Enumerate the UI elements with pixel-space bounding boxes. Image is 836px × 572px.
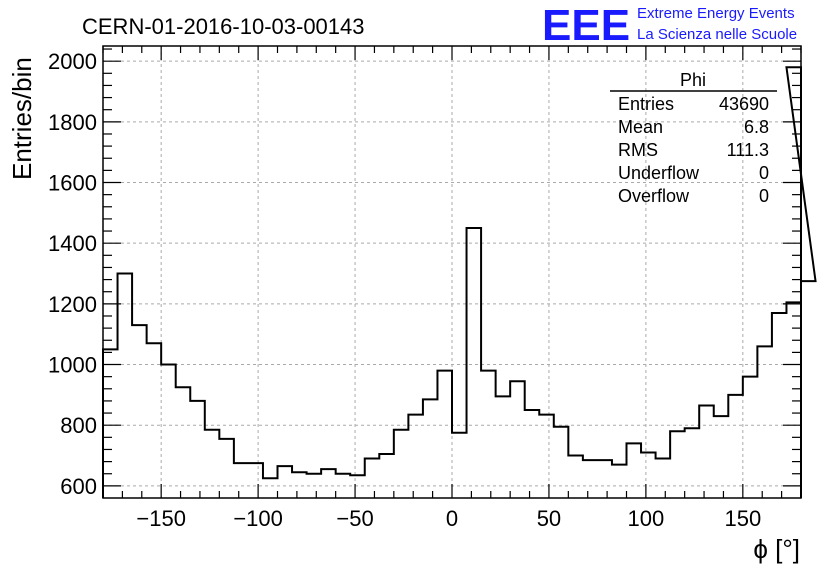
histogram-bin-28 [510,381,525,498]
histogram-bin-37 [641,452,656,498]
stats-value-rms: 111.3 [727,140,769,160]
histogram-bin-14 [307,474,322,498]
logo-line-2: La Scienza nelle Scuole [637,26,797,43]
axis-ticks [102,46,802,498]
histogram-bin-4 [161,365,176,498]
histogram-bin-3 [147,343,162,498]
histogram-bin-2 [132,325,147,498]
chart-title: CERN-01-2016-10-03-00143 [82,14,365,39]
eee-logo: EEE Extreme Energy Events La Scienza nel… [542,1,797,50]
y-tick-label-1: 800 [60,413,97,438]
histogram-bin-25 [467,228,482,498]
histogram-bin-46 [772,313,787,498]
histogram-bin-48 [801,281,816,498]
y-tick-label-2: 1000 [48,353,97,378]
y-tick-label-5: 1600 [48,171,97,196]
stats-value-underflow: 0 [759,163,769,183]
histogram-bin-41 [699,405,714,498]
x-tick-label-4: 50 [537,506,561,531]
stats-value-mean: 6.8 [744,117,769,137]
histogram-bin-17 [350,475,365,498]
y-tick-label-7: 2000 [48,49,97,74]
histogram-bin-40 [685,428,700,498]
y-tick-label-4: 1400 [48,231,97,256]
histogram-bin-9 [234,463,249,498]
histogram-bin-30 [539,415,554,498]
y-tick-label-0: 600 [60,474,97,499]
histogram-bin-27 [496,396,511,498]
x-tick-label-5: 100 [628,506,665,531]
histogram-bin-33 [583,460,598,498]
histogram-bin-21 [408,415,423,498]
histogram-bin-15 [321,469,336,498]
histogram-bin-22 [423,399,438,498]
stats-value-overflow: 0 [759,186,769,206]
x-tick-label-1: −100 [233,506,283,531]
histogram-bin-45 [757,346,772,498]
histogram-bin-39 [670,431,685,498]
histogram-series [102,66,817,498]
stats-label-rms: RMS [618,140,658,160]
histogram-bin-29 [525,410,540,498]
histogram-bin-35 [612,465,627,498]
histogram-bin-32 [568,456,583,498]
x-tick-label-0: −150 [136,506,186,531]
x-tick-label-6: 150 [724,506,761,531]
histogram-bin-20 [394,430,409,498]
stats-label-underflow: Underflow [618,163,700,183]
stats-label-mean: Mean [618,117,663,137]
histogram-bin-1 [118,274,133,498]
histogram-bin-16 [336,474,351,498]
x-tick-label-3: 0 [446,506,458,531]
histogram-bin-26 [481,371,496,498]
histogram-bin-19 [379,454,394,498]
stats-title: Phi [680,70,706,90]
histogram-bin-6 [190,401,205,498]
histogram-bin-38 [656,459,671,498]
histogram-bin-24 [452,433,467,498]
histogram-bin-12 [278,466,293,498]
stats-label-entries: Entries [618,94,674,114]
histogram-bin-10 [248,463,263,498]
histogram-bin-11 [263,478,278,498]
histogram-bin-18 [365,459,380,498]
histogram-bin-43 [728,395,743,498]
y-tick-label-6: 1800 [48,110,97,135]
y-axis-label: Entries/bin [7,57,37,180]
x-tick-label-2: −50 [336,506,373,531]
logo-mark: EEE [542,1,630,50]
y-tick-label-3: 1200 [48,292,97,317]
histogram-bin-0 [103,349,118,498]
stats-box: Phi Entries 43690 Mean 6.8 RMS 111.3 Underflow… [610,70,777,206]
histogram-bin-36 [627,443,642,498]
histogram-bin-5 [176,387,191,498]
logo-line-1: Extreme Energy Events [637,5,795,22]
histogram-bin-8 [219,439,234,498]
histogram-bin-31 [554,427,569,498]
tick-labels: −150 −100 −50 0 50 100 150 600 800 1000 1200 1400 16… [48,49,761,531]
histogram-bin-44 [743,377,758,498]
stats-value-entries: 43690 [719,94,769,114]
histogram-outline [102,66,817,498]
stats-label-overflow: Overflow [618,186,690,206]
histogram-bin-42 [714,416,729,498]
histogram-bin-23 [437,371,452,498]
x-axis-label: ϕ [°] [753,534,800,564]
histogram-bin-last [786,67,801,498]
histogram-bin-13 [292,472,307,498]
histogram-bin-7 [205,430,220,498]
histogram-bin-34 [597,460,612,498]
